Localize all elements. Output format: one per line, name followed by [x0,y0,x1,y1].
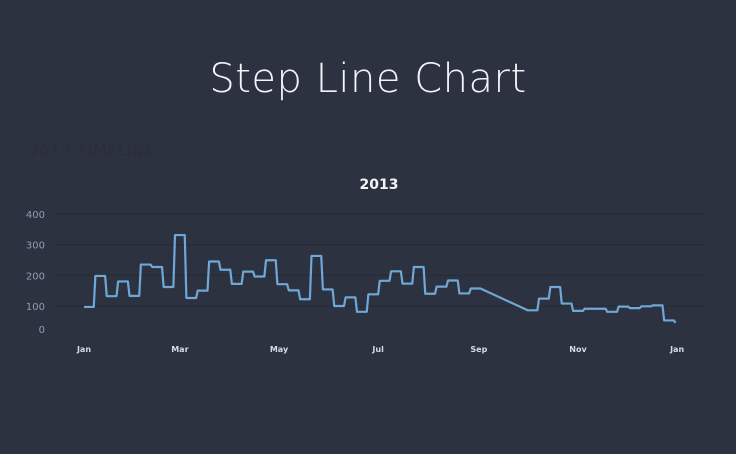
y-tick-label: 100 [26,302,45,313]
page-title: Step Line Chart [209,56,527,102]
y-tick-label: 400 [26,210,45,221]
x-tick-label: Nov [569,345,587,354]
x-tick-label: Jan [76,345,91,354]
x-tick-label: Mar [171,345,188,354]
x-tick-label: Jul [371,345,384,354]
x-axis: Jan Mar May Jul Sep Nov Jan [76,345,685,354]
x-tick-label: May [270,345,289,354]
x-tick-label: Sep [470,345,487,354]
faint-timeline-label: 2013 TIMELINE [29,141,156,160]
x-tick-label: Jan [669,345,684,354]
y-tick-label: 200 [26,271,45,282]
y-tick-label: 0 [39,325,45,336]
chart-title: 2013 [360,177,399,193]
series [83,233,677,324]
y-axis: 0 100 200 300 400 [26,210,45,336]
series-line [84,233,677,324]
gridlines [55,213,705,307]
y-tick-label: 300 [26,241,45,252]
